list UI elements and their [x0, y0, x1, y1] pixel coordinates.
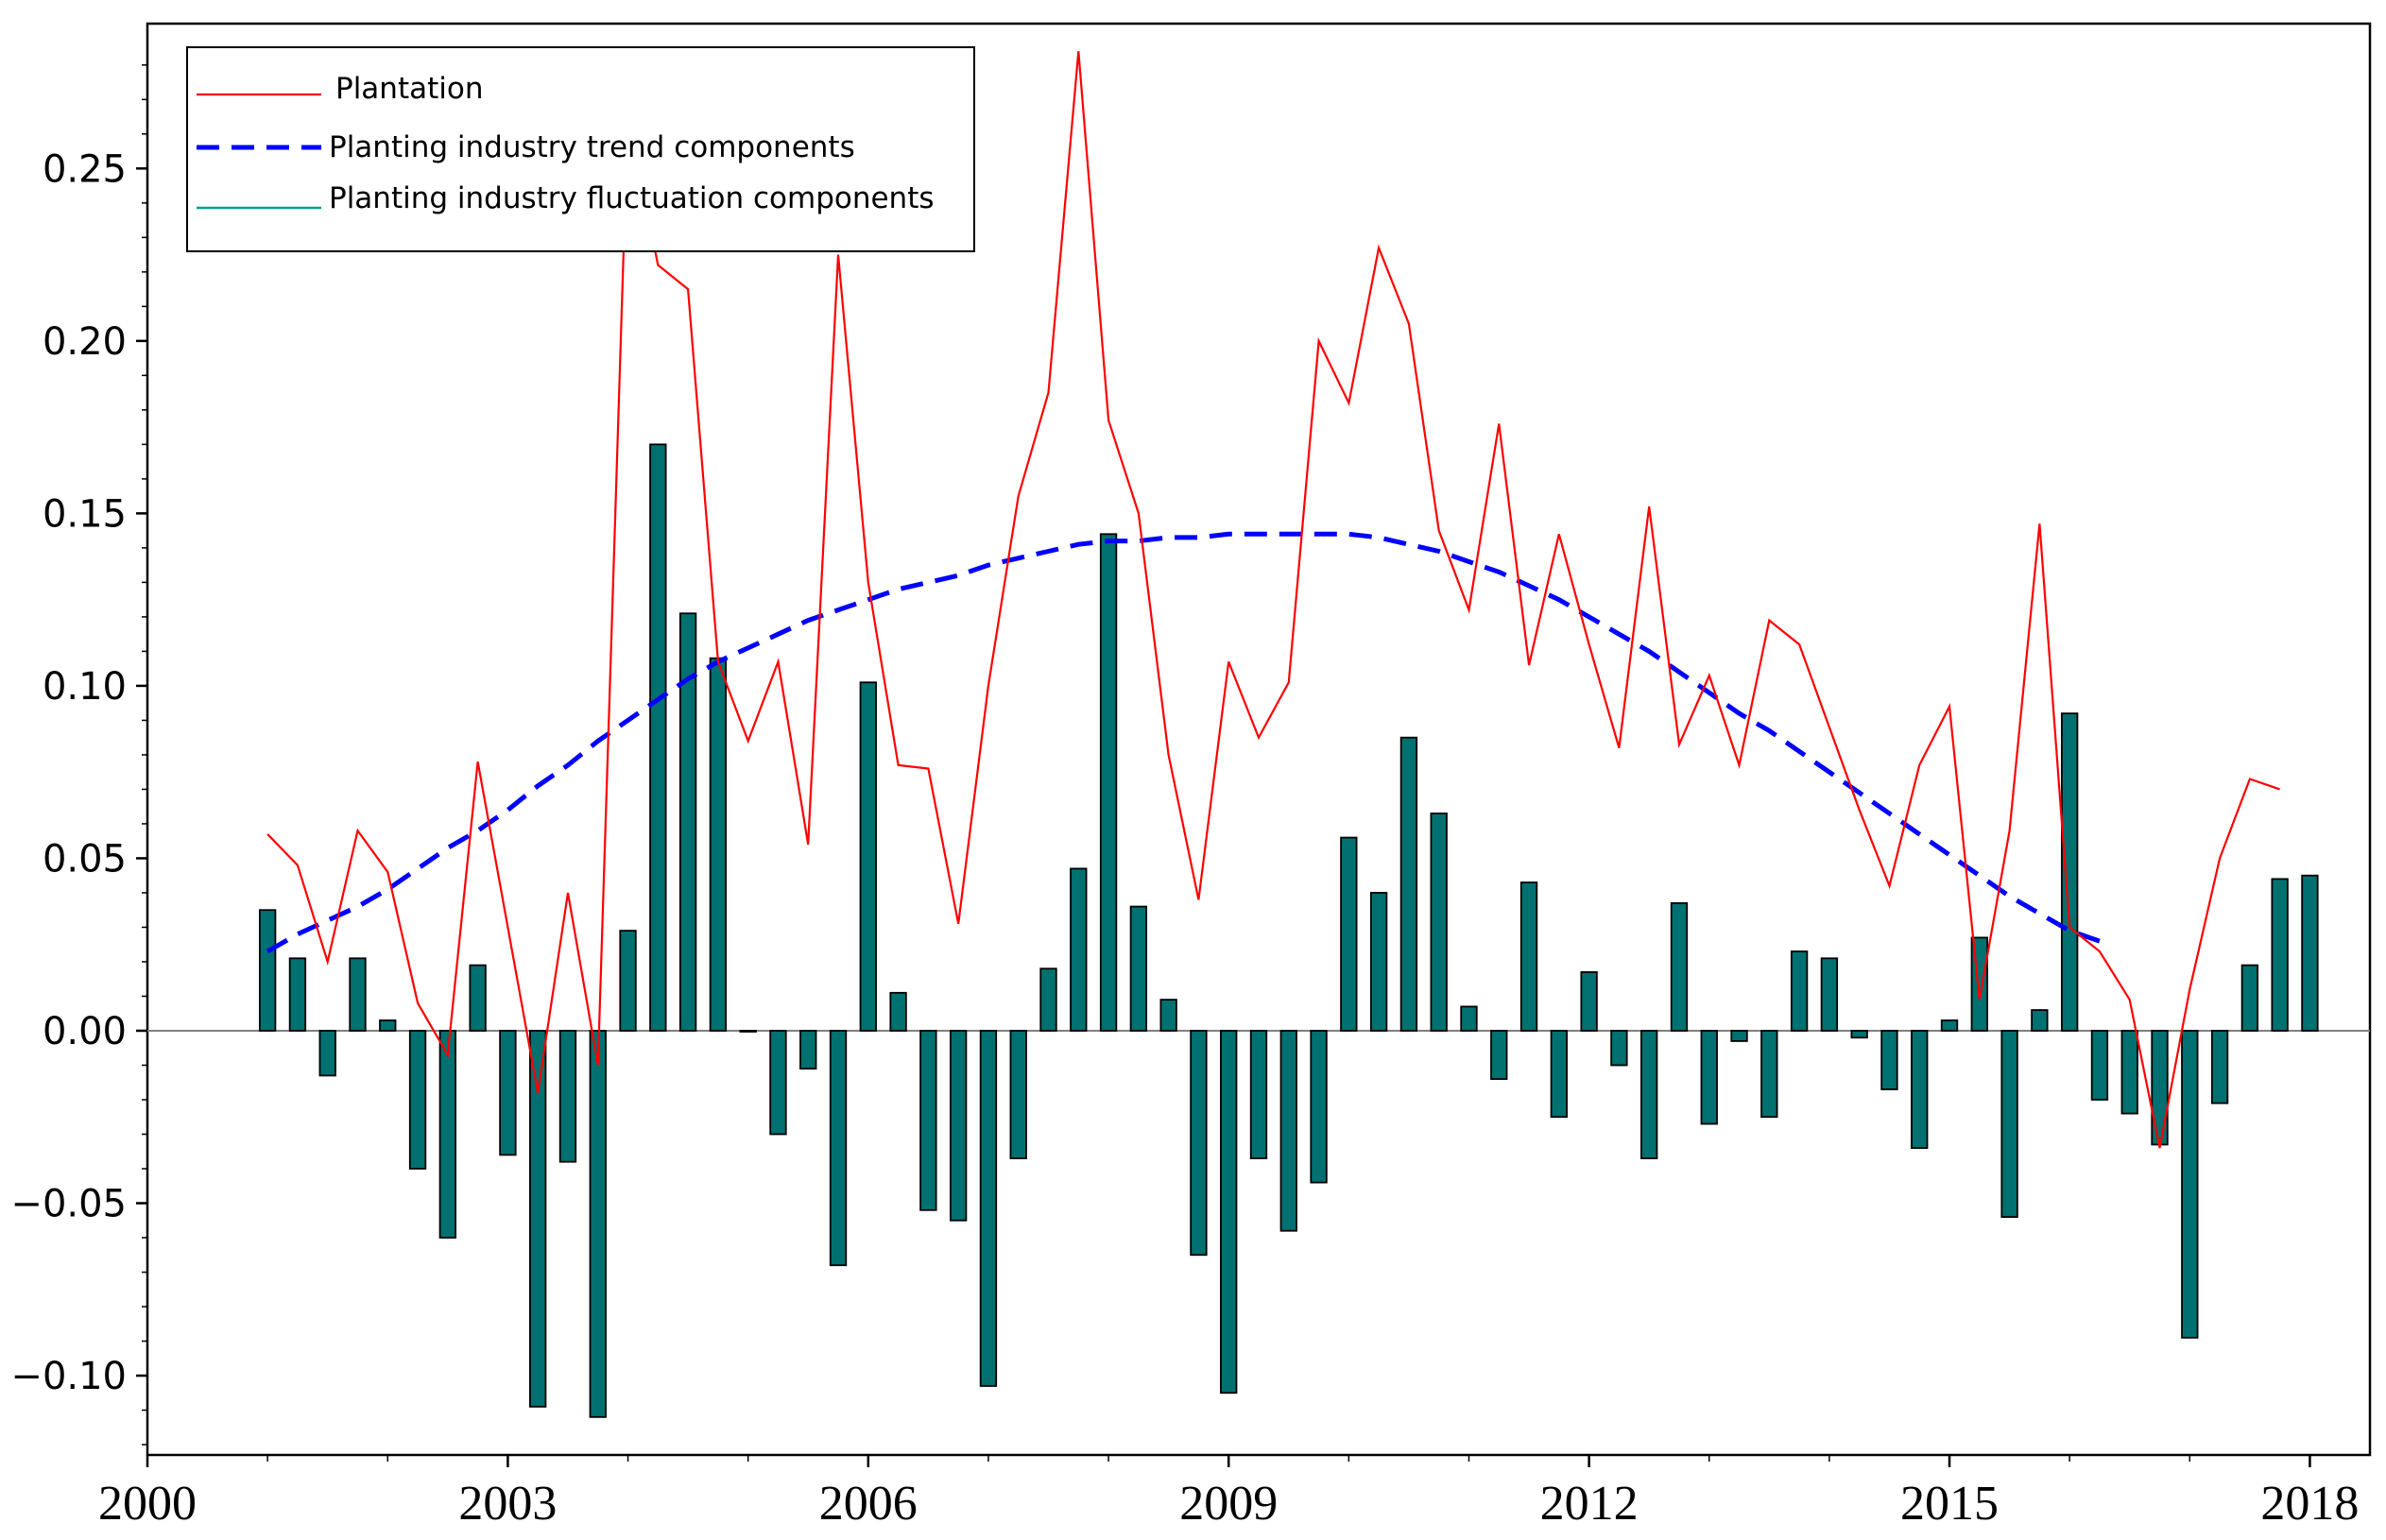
fluctuation-bar	[1190, 1030, 1208, 1257]
y-tick-label: 0.00	[43, 1010, 127, 1053]
fluctuation-bar	[1399, 736, 1418, 1032]
y-tick-label: 0.20	[43, 320, 127, 364]
fluctuation-bar	[769, 1030, 787, 1136]
fluctuation-bar	[619, 930, 637, 1032]
fluctuation-bar	[799, 1030, 817, 1070]
fluctuation-bar	[2301, 874, 2319, 1032]
x-tick-label: 2009	[1179, 1477, 1278, 1531]
legend-label-fluctuation: Planting industry fluctuation components	[329, 181, 935, 215]
fluctuation-bar	[1880, 1030, 1898, 1090]
fluctuation-bar	[2271, 878, 2289, 1032]
plot-area-frame	[146, 22, 2372, 1457]
fluctuation-bar	[2240, 964, 2259, 1032]
x-tick-label: 2018	[2260, 1477, 2359, 1531]
fluctuation-bar	[1129, 905, 1148, 1032]
fluctuation-bar	[469, 964, 487, 1032]
fluctuation-bar	[2210, 1030, 2229, 1104]
legend-label-trend: Planting industry trend components	[329, 130, 855, 164]
fluctuation-bar	[1790, 950, 1809, 1032]
fluctuation-bar	[2151, 1030, 2169, 1146]
fluctuation-bars	[258, 443, 2319, 1418]
y-axis: −0.10 −0.05 0.00 0.05 0.10 0.15 0.20 0.25	[10, 64, 147, 1446]
fluctuation-bar	[1340, 836, 1358, 1032]
fluctuation-bar	[979, 1030, 998, 1387]
fluctuation-bar	[1850, 1030, 1868, 1039]
fluctuation-bar	[2120, 1030, 2138, 1115]
x-tick-label: 2012	[1540, 1477, 1639, 1531]
fluctuation-bar	[1279, 1030, 1297, 1232]
fluctuation-bar	[1700, 1030, 1718, 1125]
y-tick-label: −0.10	[10, 1355, 127, 1398]
fluctuation-bar	[1430, 813, 1448, 1032]
fluctuation-bar	[1820, 957, 1839, 1032]
fluctuation-bar	[499, 1030, 517, 1156]
fluctuation-bar	[2090, 1030, 2109, 1101]
x-tick-label: 2015	[1900, 1477, 1999, 1531]
x-axis: 2000 2003 2006 2009 2012 2015 2018	[98, 1455, 2359, 1531]
x-tick-label: 2006	[819, 1477, 918, 1531]
y-tick-label: 0.10	[43, 665, 127, 709]
fluctuation-bar	[1460, 1005, 1478, 1032]
fluctuation-bar	[2181, 1030, 2199, 1339]
fluctuation-bar	[2060, 712, 2079, 1032]
fluctuation-bar	[1911, 1030, 1929, 1149]
fluctuation-bar	[1159, 999, 1177, 1032]
fluctuation-bar	[889, 991, 907, 1032]
fluctuation-bar	[1009, 1030, 1027, 1159]
fluctuation-bar	[1610, 1030, 1628, 1067]
fluctuation-bar	[589, 1030, 607, 1418]
fluctuation-bar	[1940, 1019, 1959, 1032]
fluctuation-bar	[408, 1030, 427, 1170]
x-tick-label: 2000	[98, 1477, 197, 1531]
fluctuation-bar	[1760, 1030, 1778, 1119]
fluctuation-bar	[438, 1030, 457, 1239]
fluctuation-bar	[739, 1030, 757, 1033]
fluctuation-bar	[709, 657, 728, 1032]
fluctuation-bar	[1640, 1030, 1658, 1159]
fluctuation-bar	[2031, 1009, 2049, 1032]
fluctuation-bar	[1220, 1030, 1238, 1395]
fluctuation-bar	[1670, 902, 1689, 1032]
fluctuation-bar	[649, 443, 667, 1032]
fluctuation-bar	[558, 1030, 577, 1163]
fluctuation-bar	[919, 1030, 937, 1211]
legend-label-plantation: Plantation	[335, 72, 483, 106]
fluctuation-bar	[379, 1019, 397, 1032]
fluctuation-bar	[349, 957, 367, 1032]
fluctuation-bar	[859, 681, 877, 1032]
fluctuation-bar	[949, 1030, 968, 1222]
fluctuation-bar	[1369, 892, 1388, 1032]
fluctuation-bar	[1519, 881, 1538, 1032]
fluctuation-bar	[318, 1030, 336, 1077]
fluctuation-bar	[1249, 1030, 1268, 1159]
fluctuation-bar	[1580, 971, 1598, 1032]
x-tick-label: 2003	[458, 1477, 557, 1531]
y-tick-label: −0.05	[10, 1183, 127, 1226]
fluctuation-bar	[1070, 867, 1088, 1032]
legend: Plantation Planting industry trend compo…	[186, 46, 975, 252]
y-tick-label: 0.05	[43, 837, 127, 881]
y-tick-label: 0.25	[43, 147, 127, 191]
fluctuation-bar	[529, 1030, 547, 1408]
fluctuation-bar	[829, 1030, 848, 1267]
fluctuation-bar	[288, 957, 307, 1032]
trend-series-line	[266, 531, 2101, 954]
fluctuation-bar	[1310, 1030, 1328, 1184]
fluctuation-bar	[258, 909, 277, 1032]
fluctuation-bar	[2000, 1030, 2018, 1219]
fluctuation-bar	[1730, 1030, 1748, 1042]
fluctuation-bar	[1039, 967, 1057, 1032]
fluctuation-bar	[1099, 533, 1118, 1032]
fluctuation-bar	[1490, 1030, 1508, 1080]
plantation-series-line	[266, 51, 2280, 1149]
y-tick-label: 0.15	[43, 492, 127, 536]
fluctuation-bar	[678, 612, 697, 1032]
fluctuation-bar	[1550, 1030, 1569, 1119]
